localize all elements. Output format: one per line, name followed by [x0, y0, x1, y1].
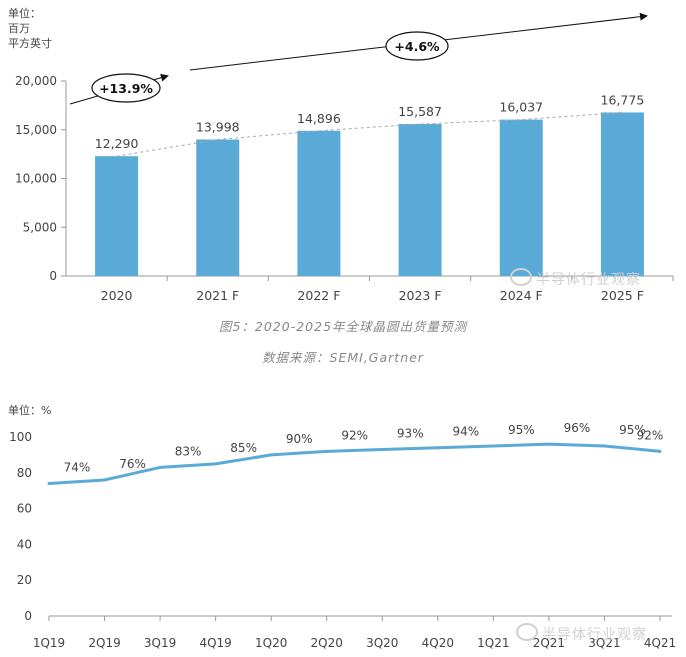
bar — [196, 139, 240, 276]
trend-dashed-line — [116, 111, 623, 157]
unit-line-3: 平方英寸 — [8, 37, 52, 50]
x-tick-label: 2Q21 — [533, 636, 565, 650]
watermark-top: 半导体行业观察 — [510, 268, 641, 289]
x-tick-label: 2Q20 — [311, 636, 343, 650]
x-tick-label: 1Q21 — [477, 636, 509, 650]
y-tick-label: 40 — [17, 537, 32, 551]
y-tick-label: 60 — [17, 502, 32, 516]
data-point — [103, 478, 107, 482]
x-tick-label: 3Q21 — [588, 636, 620, 650]
x-tick-label: 2020 — [101, 288, 133, 303]
point-value-label: 85% — [230, 441, 257, 455]
x-tick-label: 4Q21 — [644, 636, 676, 650]
bar-value-label: 16,037 — [499, 100, 543, 115]
y-tick-label: 20,000 — [15, 74, 57, 88]
x-tick-label: 2021 F — [196, 288, 239, 303]
y-tick-label: 5,000 — [23, 220, 57, 234]
growth-badge-2-label: +4.6% — [394, 39, 440, 54]
point-value-label: 95% — [619, 423, 646, 437]
bar-chart-source: 数据来源：SEMI,Gartner — [262, 350, 424, 365]
x-tick-label: 2Q19 — [88, 636, 120, 650]
x-tick-label: 4Q19 — [199, 636, 231, 650]
data-point — [436, 446, 440, 450]
series-line — [48, 442, 661, 486]
bar-value-label: 15,587 — [398, 104, 442, 119]
data-point — [214, 462, 218, 466]
point-value-label: 83% — [175, 444, 202, 458]
point-value-label: 95% — [508, 423, 535, 437]
data-point — [380, 448, 384, 452]
data-point — [491, 444, 495, 448]
wechat-icon — [516, 623, 538, 641]
y-tick-label: 100 — [9, 430, 32, 444]
x-tick-label: 2023 F — [399, 288, 442, 303]
y-tick-label: 20 — [17, 573, 32, 587]
data-point — [325, 449, 329, 453]
point-value-label: 96% — [564, 421, 591, 435]
wechat-icon — [510, 268, 532, 286]
bar — [600, 112, 644, 276]
x-tick-label: 2024 F — [500, 288, 543, 303]
bar-chart-caption: 图5：2020-2025年全球晶圆出货量预测 — [218, 319, 468, 334]
bar-chart: 0 5,000 10,000 15,000 20,000 12,290 2020 13,998… — [15, 12, 674, 303]
data-point — [47, 482, 51, 486]
line-chart-unit-label: 单位：% — [8, 404, 52, 417]
y-tick-label: 0 — [24, 609, 32, 623]
x-tick-label: 3Q20 — [366, 636, 398, 650]
y-tick-label: 15,000 — [15, 123, 57, 137]
bar — [95, 156, 139, 276]
data-point — [547, 442, 551, 446]
x-tick-label: 1Q20 — [255, 636, 287, 650]
unit-line-2: 百万 — [8, 22, 30, 35]
bar-value-label: 16,775 — [601, 92, 645, 107]
x-tick-label: 3Q19 — [144, 636, 176, 650]
growth-badge-2 — [385, 31, 449, 61]
bar — [297, 130, 341, 276]
point-value-label: 92% — [637, 428, 664, 442]
y-tick-label: 80 — [17, 466, 32, 480]
point-value-label: 90% — [286, 432, 313, 446]
bar-value-label: 12,290 — [95, 136, 139, 151]
point-value-label: 94% — [452, 425, 479, 439]
x-tick-label: 2025 F — [601, 288, 644, 303]
bar-value-label: 13,998 — [196, 120, 240, 135]
bar-value-label: 14,896 — [297, 111, 341, 126]
watermark-bottom: 半导体行业观察 — [516, 623, 647, 644]
y-tick-label: 0 — [49, 269, 57, 283]
growth-badge-1 — [91, 73, 161, 103]
point-value-label: 74% — [64, 461, 91, 475]
data-point — [602, 444, 606, 448]
x-tick-label: 2022 F — [297, 288, 340, 303]
growth-badge-1-label: +13.9% — [99, 81, 153, 96]
bar — [398, 124, 442, 276]
data-point — [269, 453, 273, 457]
point-value-label: 76% — [119, 457, 146, 471]
data-point — [658, 449, 662, 453]
bar — [499, 119, 543, 276]
unit-line-1: 单位： — [8, 7, 41, 20]
point-value-label: 92% — [341, 428, 368, 442]
point-value-label: 93% — [397, 427, 424, 441]
x-tick-label: 1Q19 — [33, 636, 65, 650]
x-tick-label: 4Q20 — [422, 636, 454, 650]
data-point — [158, 465, 162, 469]
bar-chart-unit-label: 单位： 百万 平方英寸 — [8, 6, 52, 51]
y-tick-label: 10,000 — [15, 172, 57, 186]
